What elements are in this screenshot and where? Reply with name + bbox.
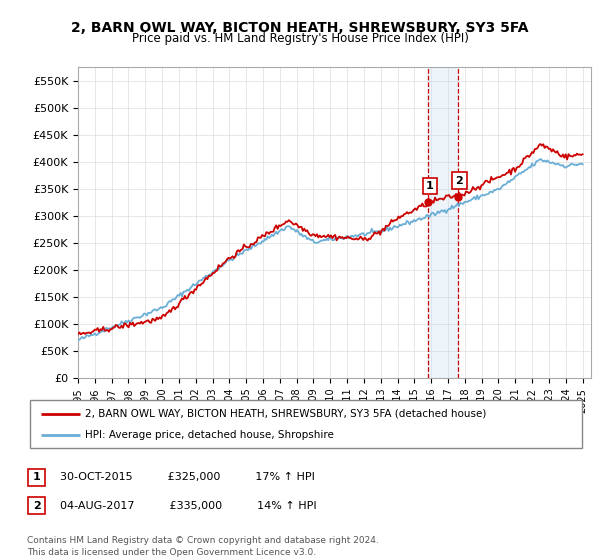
Text: HPI: Average price, detached house, Shropshire: HPI: Average price, detached house, Shro… — [85, 430, 334, 440]
Text: 04-AUG-2017          £335,000          14% ↑ HPI: 04-AUG-2017 £335,000 14% ↑ HPI — [60, 501, 317, 511]
Text: Price paid vs. HM Land Registry's House Price Index (HPI): Price paid vs. HM Land Registry's House … — [131, 32, 469, 45]
Text: 1: 1 — [33, 472, 40, 482]
FancyBboxPatch shape — [28, 497, 45, 514]
Text: 30-OCT-2015          £325,000          17% ↑ HPI: 30-OCT-2015 £325,000 17% ↑ HPI — [60, 472, 315, 482]
Text: 2, BARN OWL WAY, BICTON HEATH, SHREWSBURY, SY3 5FA (detached house): 2, BARN OWL WAY, BICTON HEATH, SHREWSBUR… — [85, 409, 487, 419]
Text: 2: 2 — [33, 501, 40, 511]
Text: Contains HM Land Registry data © Crown copyright and database right 2024.
This d: Contains HM Land Registry data © Crown c… — [27, 536, 379, 557]
FancyBboxPatch shape — [28, 469, 45, 486]
Bar — [428, 67, 458, 378]
Text: 2, BARN OWL WAY, BICTON HEATH, SHREWSBURY, SY3 5FA: 2, BARN OWL WAY, BICTON HEATH, SHREWSBUR… — [71, 21, 529, 35]
FancyBboxPatch shape — [30, 400, 582, 448]
Text: 1: 1 — [426, 181, 434, 191]
Text: 2: 2 — [455, 176, 463, 186]
